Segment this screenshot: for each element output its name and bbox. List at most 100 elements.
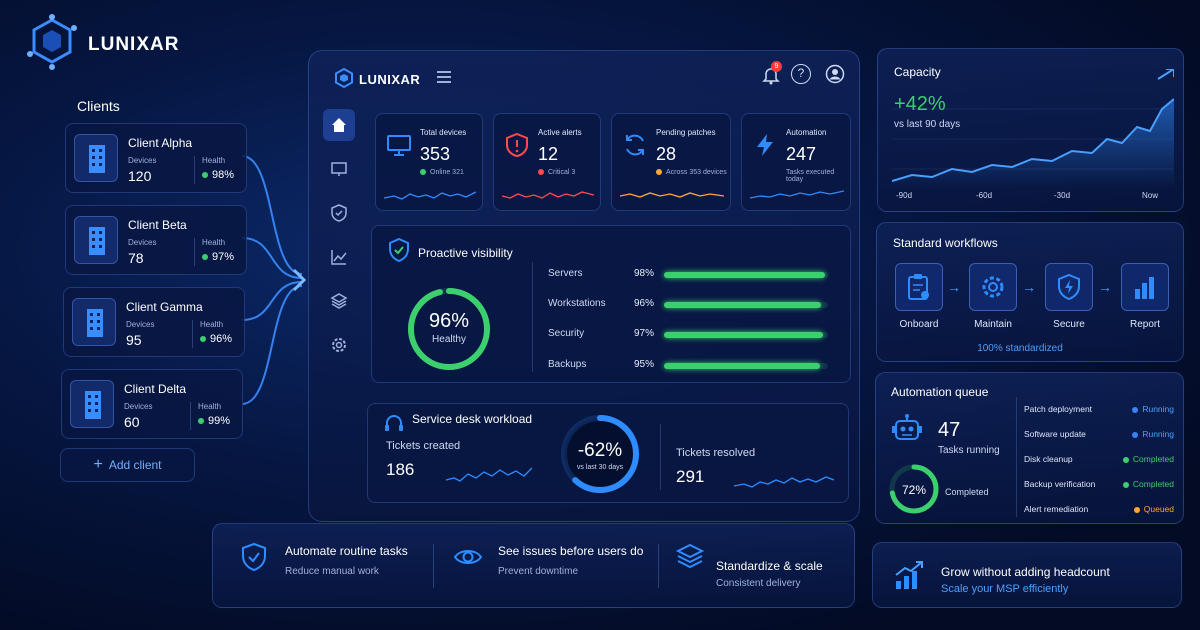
brand-logo: LUNIXAR [22, 12, 202, 72]
app-window: LUNIXAR 9 ? Total devic [308, 50, 860, 522]
building-icon [74, 216, 118, 264]
client-card-beta[interactable]: Client Beta Devices 78 Health 97% [65, 205, 247, 275]
health-value: 99% [198, 415, 230, 427]
step-label: Maintain [963, 319, 1023, 330]
stat-value: 28 [656, 144, 676, 165]
building-icon [74, 134, 118, 182]
grow-title: Grow without adding headcount [941, 565, 1110, 579]
stat-sub: Online 321 [420, 169, 464, 176]
health-value: 96% [200, 333, 232, 345]
devices-value: 78 [128, 250, 144, 266]
client-name: Client Alpha [128, 136, 192, 150]
ring-value: 72% [888, 483, 940, 497]
workflows-footer: 100% standardized [877, 343, 1163, 354]
queue-item-name: Alert remediation [1024, 504, 1088, 514]
tickets-resolved-label: Tickets resolved [676, 447, 755, 459]
gear-icon [979, 273, 1007, 301]
client-name: Client Delta [124, 382, 186, 396]
client-card-alpha[interactable]: Client Alpha Devices 120 Health 98% [65, 123, 247, 193]
workflow-step-onboard[interactable]: Onboard [889, 263, 949, 330]
help-icon[interactable]: ? [791, 64, 811, 84]
feature-sub: Reduce manual work [285, 566, 379, 577]
stat-card-pending-patches[interactable]: Pending patches 28 Across 353 devices [611, 113, 731, 211]
capacity-chart [892, 69, 1174, 189]
bell-icon[interactable]: 9 [761, 65, 781, 85]
shield-check-icon [239, 542, 269, 572]
user-avatar-icon[interactable] [825, 64, 845, 84]
shield-icon [330, 204, 348, 222]
sidebar-item-security[interactable] [323, 197, 355, 229]
gear-icon [330, 336, 348, 354]
devices-label: Devices [126, 320, 154, 329]
headset-icon [384, 414, 404, 434]
grow-panel: Grow without adding headcount Scale your… [872, 542, 1182, 608]
shield-bolt-icon [1056, 273, 1082, 301]
bar-chart-icon [1131, 273, 1159, 301]
health-label: Health [198, 402, 221, 411]
panel-title: Automation queue [891, 385, 988, 399]
grow-sub: Scale your MSP efficiently [941, 583, 1068, 595]
layers-icon [330, 292, 348, 310]
queue-item-name: Disk cleanup [1024, 454, 1073, 464]
stat-label: Automation [786, 128, 826, 137]
stat-value: 247 [786, 144, 816, 165]
queue-item-name: Backup verification [1024, 479, 1095, 489]
sidebar-item-home[interactable] [323, 109, 355, 141]
stat-sub: Critical 3 [538, 169, 575, 176]
arrow-right-icon: → [1022, 279, 1036, 295]
stat-sub: Across 353 devices [656, 169, 727, 176]
devices-value: 120 [128, 168, 151, 184]
stat-sub: Tasks executed today [786, 169, 850, 183]
sidebar-item-reports[interactable] [323, 241, 355, 273]
monitor-icon [330, 160, 348, 178]
feature-sub: Prevent downtime [498, 566, 578, 577]
x-tick: -30d [1054, 191, 1070, 200]
client-card-gamma[interactable]: Client Gamma Devices 95 Health 96% [63, 287, 245, 357]
queue-item-status: Running [1132, 404, 1174, 414]
sidebar-item-devices[interactable] [323, 153, 355, 185]
sidebar-item-settings[interactable] [323, 329, 355, 361]
brand-name: LUNIXAR [88, 34, 179, 56]
stat-label: Pending patches [656, 128, 716, 137]
workflow-step-report[interactable]: Report [1115, 263, 1175, 330]
arrow-right-icon: → [1098, 279, 1112, 295]
menu-icon[interactable] [437, 71, 451, 83]
shield-check-icon [388, 238, 410, 262]
sparkline [750, 184, 844, 204]
refresh-icon [622, 132, 648, 158]
stat-card-automation[interactable]: Automation 247 Tasks executed today [741, 113, 851, 211]
clipboard-icon [906, 273, 932, 301]
feature-strip: Automate routine tasks Reduce manual wor… [212, 523, 855, 608]
visibility-row-workstations: Workstations 96% [548, 296, 838, 316]
stat-value: 12 [538, 144, 558, 165]
stat-label: Total devices [420, 128, 466, 137]
x-tick: Now [1142, 191, 1158, 200]
client-card-delta[interactable]: Client Delta Devices 60 Health 99% [61, 369, 243, 439]
building-icon [72, 298, 116, 346]
sparkline [620, 184, 724, 204]
client-connector-lines [240, 150, 310, 420]
progress-fill [664, 272, 825, 278]
stat-card-active-alerts[interactable]: Active alerts 12 Critical 3 [493, 113, 601, 211]
workflow-step-maintain[interactable]: Maintain [963, 263, 1023, 330]
devices-label: Devices [128, 156, 156, 165]
add-client-button[interactable]: + Add client [60, 448, 195, 482]
stat-card-total-devices[interactable]: Total devices 353 Online 321 [375, 113, 483, 211]
resolved-sparkline [734, 470, 834, 492]
ring-value: 96% [404, 310, 494, 333]
stat-label: Active alerts [538, 128, 582, 137]
building-icon [70, 380, 114, 428]
workflow-step-secure[interactable]: Secure [1039, 263, 1099, 330]
proactive-visibility-panel: Proactive visibility 96% Healthy Servers… [371, 225, 851, 383]
queue-item-status: Running [1132, 429, 1174, 439]
progress-fill [664, 332, 823, 338]
progress-fill [664, 302, 821, 308]
queue-item-status: Queued [1134, 504, 1174, 514]
queue-item-name: Software update [1024, 429, 1086, 439]
capacity-panel: Capacity +42% vs last 90 days -90d -60d … [877, 48, 1184, 212]
panel-title: Service desk workload [412, 412, 532, 426]
tasks-running-label: Tasks running [938, 445, 1000, 456]
sidebar-item-layers[interactable] [323, 285, 355, 317]
home-icon [330, 116, 348, 134]
progress-fill [664, 363, 820, 369]
